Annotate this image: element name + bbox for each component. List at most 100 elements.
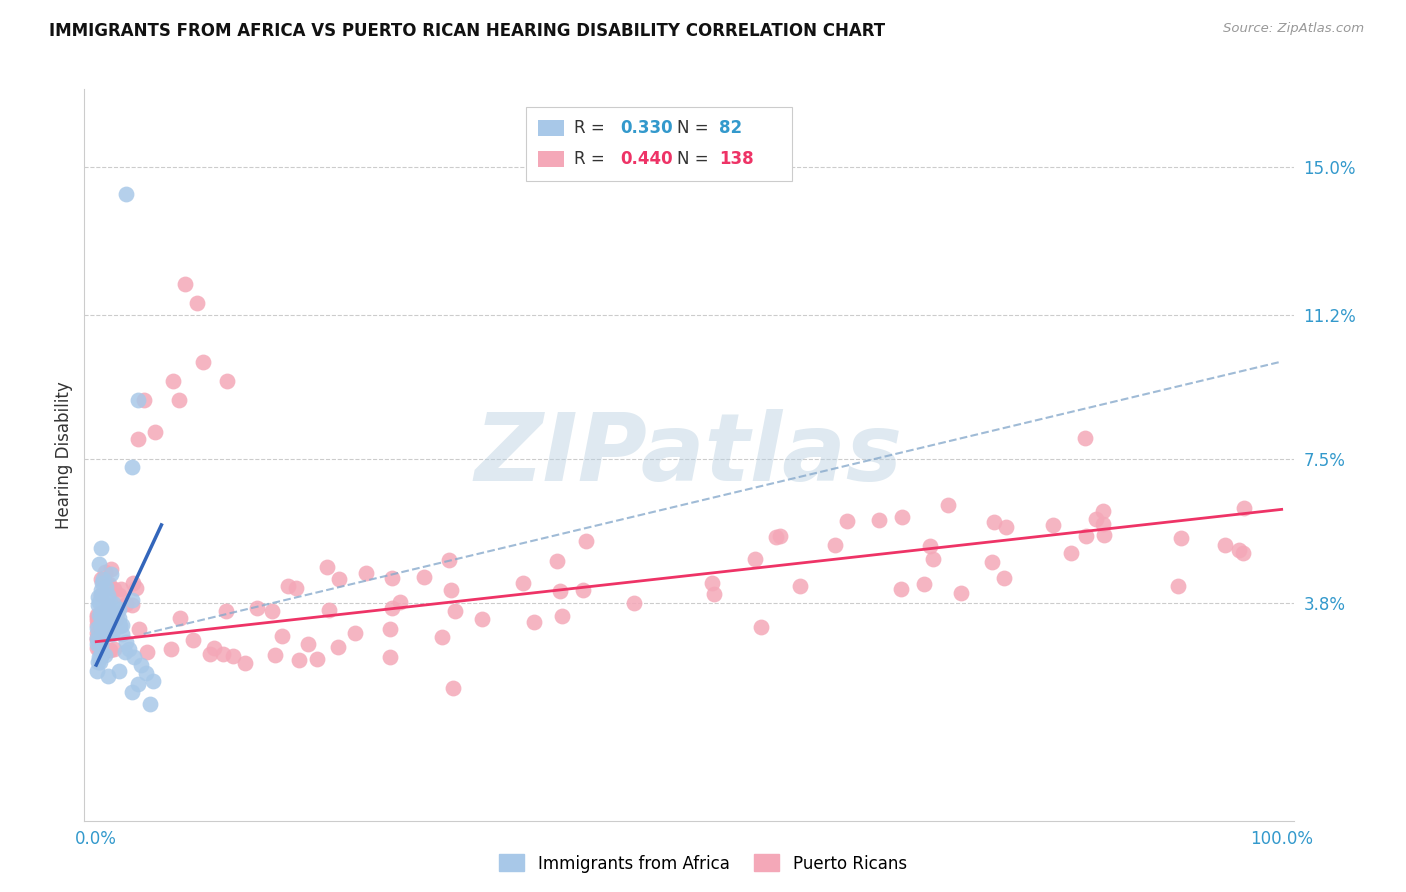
- Point: [835, 515, 858, 529]
- Point: [89, 634, 111, 648]
- Y-axis label: Hearing Disability: Hearing Disability: [55, 381, 73, 529]
- Point: [129, 658, 152, 673]
- Point: [91, 600, 114, 615]
- Point: [1167, 579, 1189, 593]
- Point: [233, 656, 256, 670]
- Point: [381, 571, 404, 585]
- Point: [96, 624, 118, 638]
- Point: [936, 498, 959, 512]
- Point: [912, 576, 935, 591]
- Point: [191, 354, 214, 368]
- Point: [86, 631, 108, 645]
- Point: [1074, 529, 1097, 543]
- Point: [744, 552, 766, 566]
- Point: [1170, 531, 1192, 545]
- Point: [90, 605, 112, 619]
- Point: [89, 641, 111, 656]
- Point: [86, 609, 108, 624]
- Point: [87, 633, 110, 648]
- Point: [222, 649, 245, 664]
- Point: [101, 614, 124, 628]
- Point: [769, 529, 792, 543]
- Point: [749, 620, 772, 634]
- Point: [121, 685, 143, 699]
- Point: [89, 649, 111, 664]
- Point: [121, 593, 143, 607]
- Point: [381, 601, 404, 615]
- Point: [103, 582, 125, 597]
- Text: 138: 138: [720, 150, 754, 168]
- Point: [380, 622, 402, 636]
- Point: [546, 553, 568, 567]
- Point: [90, 575, 112, 590]
- Point: [202, 640, 225, 655]
- Point: [328, 572, 350, 586]
- Point: [444, 604, 467, 618]
- Point: [97, 669, 120, 683]
- Point: [575, 534, 598, 549]
- Point: [512, 575, 534, 590]
- Point: [89, 635, 111, 649]
- Point: [94, 648, 117, 662]
- Point: [127, 677, 149, 691]
- Point: [344, 626, 367, 640]
- Point: [86, 632, 108, 646]
- Point: [198, 647, 221, 661]
- FancyBboxPatch shape: [538, 120, 564, 136]
- Point: [90, 572, 112, 586]
- Point: [115, 634, 138, 648]
- Point: [93, 620, 115, 634]
- Point: [121, 598, 143, 612]
- Point: [86, 638, 108, 652]
- Point: [90, 541, 112, 556]
- Point: [277, 579, 299, 593]
- Text: R =: R =: [574, 150, 610, 168]
- Text: Source: ZipAtlas.com: Source: ZipAtlas.com: [1223, 22, 1364, 36]
- Point: [91, 630, 114, 644]
- Point: [127, 393, 149, 408]
- Point: [169, 611, 191, 625]
- Point: [90, 588, 112, 602]
- Point: [86, 632, 108, 647]
- Point: [97, 588, 120, 602]
- Point: [87, 557, 110, 571]
- Point: [86, 665, 108, 679]
- Point: [90, 649, 112, 664]
- Point: [318, 602, 340, 616]
- Point: [922, 551, 945, 566]
- Point: [97, 615, 120, 629]
- Point: [285, 581, 308, 595]
- Point: [86, 590, 108, 604]
- Point: [114, 645, 136, 659]
- Point: [91, 622, 114, 636]
- Point: [93, 591, 115, 606]
- Point: [167, 393, 190, 408]
- Text: IMMIGRANTS FROM AFRICA VS PUERTO RICAN HEARING DISABILITY CORRELATION CHART: IMMIGRANTS FROM AFRICA VS PUERTO RICAN H…: [49, 22, 886, 40]
- Point: [97, 577, 120, 591]
- Point: [262, 604, 284, 618]
- Point: [105, 612, 128, 626]
- Point: [378, 650, 401, 665]
- Point: [354, 566, 377, 580]
- Point: [471, 612, 494, 626]
- Point: [136, 645, 159, 659]
- Point: [1084, 512, 1107, 526]
- Point: [127, 433, 149, 447]
- Point: [90, 648, 112, 662]
- Point: [110, 617, 132, 632]
- Point: [174, 277, 197, 291]
- Point: [93, 604, 115, 618]
- Point: [215, 604, 238, 618]
- Point: [90, 608, 112, 623]
- Point: [623, 596, 645, 610]
- Point: [523, 615, 546, 630]
- Point: [91, 610, 114, 624]
- Point: [920, 539, 942, 553]
- Point: [215, 374, 238, 388]
- Point: [91, 606, 114, 620]
- Point: [90, 605, 112, 619]
- Point: [96, 591, 118, 605]
- Point: [89, 628, 111, 642]
- Point: [89, 655, 111, 669]
- Text: R =: R =: [574, 119, 610, 137]
